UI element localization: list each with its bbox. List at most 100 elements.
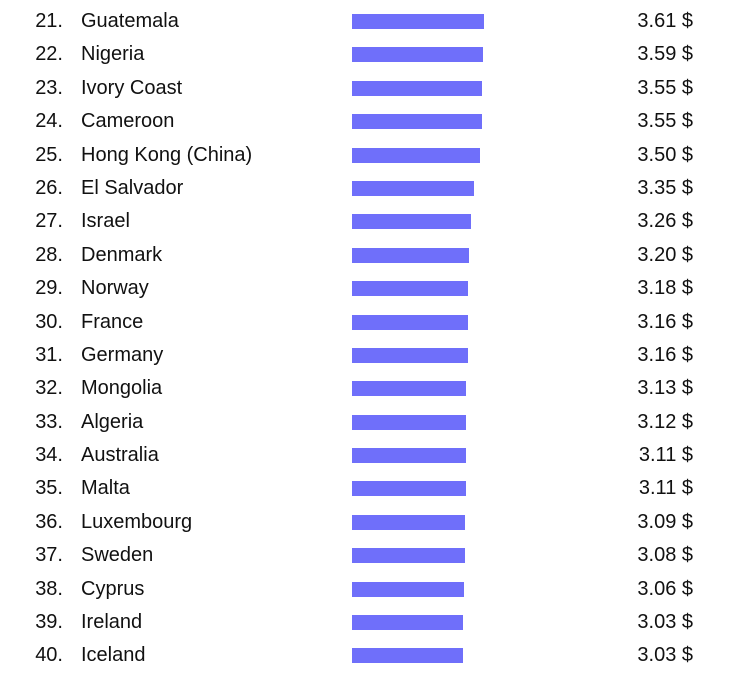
value-label: 3.18 $ bbox=[637, 277, 693, 300]
chart-row: 38. Cyprus 3.06 $ bbox=[0, 572, 749, 605]
rank-label: 29. bbox=[35, 277, 63, 300]
chart-row: 29. Norway 3.18 $ bbox=[0, 271, 749, 304]
chart-row: 28. Denmark 3.20 $ bbox=[0, 238, 749, 271]
chart-row: 37. Sweden 3.08 $ bbox=[0, 538, 749, 571]
value-bar bbox=[352, 314, 468, 330]
rank-label: 34. bbox=[35, 444, 63, 467]
chart-row: 36. Luxembourg 3.09 $ bbox=[0, 505, 749, 538]
value-bar bbox=[352, 448, 466, 464]
chart-row: 24. Cameroon 3.55 $ bbox=[0, 104, 749, 137]
rank-label: 27. bbox=[35, 210, 63, 233]
value-bar bbox=[352, 14, 484, 29]
chart-row: 40. Iceland 3.03 $ bbox=[0, 638, 749, 671]
chart-row: 31. Germany 3.16 $ bbox=[0, 338, 749, 371]
country-label: Iceland bbox=[81, 644, 146, 667]
rank-label: 28. bbox=[35, 243, 63, 266]
chart-row: 39. Ireland 3.03 $ bbox=[0, 605, 749, 638]
country-label: Algeria bbox=[81, 410, 144, 433]
rank-label: 40. bbox=[35, 644, 63, 667]
value-bar bbox=[352, 214, 472, 230]
chart-row: 32. Mongolia 3.13 $ bbox=[0, 371, 749, 404]
chart-row: 26. El Salvador 3.35 $ bbox=[0, 171, 749, 204]
value-bar bbox=[352, 180, 475, 196]
value-bar bbox=[352, 481, 466, 497]
value-bar bbox=[352, 347, 468, 363]
country-label: Cameroon bbox=[81, 110, 175, 133]
value-label: 3.11 $ bbox=[638, 477, 693, 500]
value-bar bbox=[352, 648, 463, 664]
rank-label: 21. bbox=[35, 10, 63, 32]
value-bar bbox=[352, 548, 465, 564]
chart-row: 23. Ivory Coast 3.55 $ bbox=[0, 71, 749, 104]
value-bar bbox=[352, 247, 469, 263]
value-label: 3.11 $ bbox=[638, 444, 693, 467]
value-label: 3.16 $ bbox=[637, 343, 693, 366]
value-bar bbox=[352, 47, 484, 63]
country-label: Hong Kong (China) bbox=[81, 143, 253, 166]
rank-label: 25. bbox=[35, 143, 63, 166]
chart-row: 22. Nigeria 3.59 $ bbox=[0, 37, 749, 70]
rank-label: 35. bbox=[35, 477, 63, 500]
value-bar bbox=[352, 414, 467, 430]
chart-row: 27. Israel 3.26 $ bbox=[0, 204, 749, 237]
value-label: 3.59 $ bbox=[637, 43, 693, 66]
chart-row: 25. Hong Kong (China) 3.50 $ bbox=[0, 138, 749, 171]
value-label: 3.08 $ bbox=[637, 544, 693, 567]
country-label: France bbox=[81, 310, 144, 333]
value-label: 3.09 $ bbox=[637, 510, 693, 533]
value-bar bbox=[352, 147, 480, 163]
rank-label: 26. bbox=[35, 176, 63, 199]
chart-row: 34. Australia 3.11 $ bbox=[0, 438, 749, 471]
value-label: 3.06 $ bbox=[637, 577, 693, 600]
value-label: 3.20 $ bbox=[637, 243, 693, 266]
country-label: Cyprus bbox=[81, 577, 145, 600]
value-bar bbox=[352, 514, 465, 530]
rank-label: 36. bbox=[35, 510, 63, 533]
rank-label: 39. bbox=[35, 611, 63, 634]
country-label: Malta bbox=[81, 477, 130, 500]
rank-label: 37. bbox=[35, 544, 63, 567]
country-label: Guatemala bbox=[81, 10, 179, 32]
rank-label: 23. bbox=[35, 76, 63, 99]
value-label: 3.03 $ bbox=[637, 611, 693, 634]
value-label: 3.55 $ bbox=[637, 110, 693, 133]
country-label: Australia bbox=[81, 444, 159, 467]
value-bar bbox=[352, 80, 482, 96]
rank-label: 24. bbox=[35, 110, 63, 133]
rank-label: 33. bbox=[35, 410, 63, 433]
rank-label: 30. bbox=[35, 310, 63, 333]
rank-label: 38. bbox=[35, 577, 63, 600]
value-bar bbox=[352, 615, 463, 631]
chart-row: 30. France 3.16 $ bbox=[0, 305, 749, 338]
value-label: 3.55 $ bbox=[637, 76, 693, 99]
country-label: Germany bbox=[81, 343, 164, 366]
ranking-bar-list: 21. Guatemala 3.61 $ 22. Nigeria 3.59 $ 23. Ivo… bbox=[0, 4, 749, 672]
chart-row: 35. Malta 3.11 $ bbox=[0, 471, 749, 504]
rank-label: 32. bbox=[35, 377, 63, 400]
rank-label: 22. bbox=[35, 43, 63, 66]
country-label: Ivory Coast bbox=[81, 76, 183, 99]
value-label: 3.13 $ bbox=[637, 377, 693, 400]
value-bar bbox=[352, 581, 464, 597]
value-bar bbox=[352, 114, 482, 130]
country-label: Luxembourg bbox=[81, 510, 193, 533]
value-label: 3.50 $ bbox=[637, 143, 693, 166]
country-label: Denmark bbox=[81, 243, 163, 266]
country-label: Ireland bbox=[81, 611, 143, 634]
rank-label: 31. bbox=[35, 343, 63, 366]
chart-row: 21. Guatemala 3.61 $ bbox=[0, 4, 749, 37]
value-label: 3.35 $ bbox=[637, 176, 693, 199]
country-label: Mongolia bbox=[81, 377, 163, 400]
value-label: 3.03 $ bbox=[637, 644, 693, 667]
value-label: 3.61 $ bbox=[637, 10, 693, 32]
value-bar bbox=[352, 281, 469, 297]
value-label: 3.16 $ bbox=[637, 310, 693, 333]
country-label: Nigeria bbox=[81, 43, 145, 66]
value-label: 3.12 $ bbox=[637, 410, 693, 433]
country-label: Sweden bbox=[81, 544, 154, 567]
country-label: Israel bbox=[81, 210, 130, 233]
value-bar bbox=[352, 381, 467, 397]
chart-row: 33. Algeria 3.12 $ bbox=[0, 405, 749, 438]
country-label: El Salvador bbox=[81, 176, 184, 199]
value-label: 3.26 $ bbox=[637, 210, 693, 233]
